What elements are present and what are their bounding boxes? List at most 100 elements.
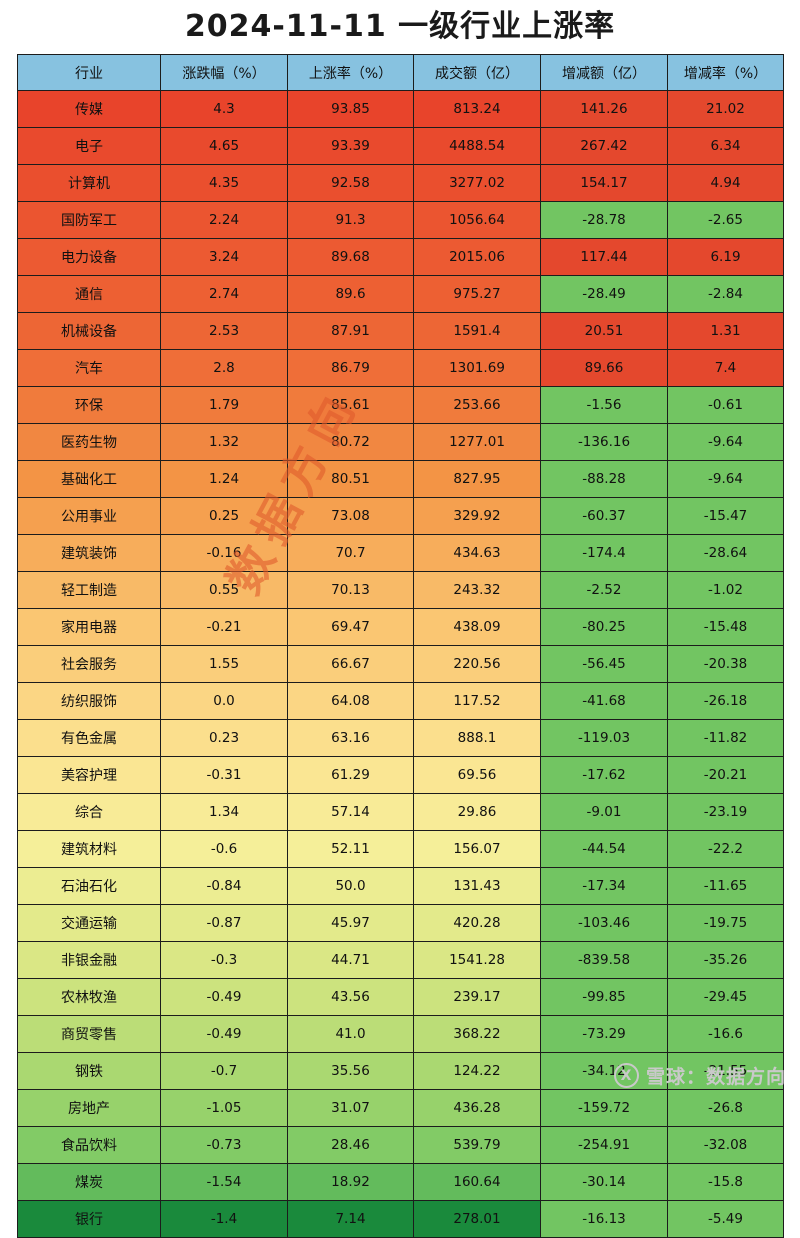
cell-rise-rate: 93.85	[287, 90, 414, 128]
cell-delta-amount: -16.13	[540, 1200, 668, 1238]
cell-rise-rate: 89.68	[287, 238, 414, 276]
cell-delta-rate: -20.21	[667, 756, 784, 794]
cell-change-pct: 2.53	[160, 312, 288, 350]
cell-delta-rate: -28.64	[667, 534, 784, 572]
cell-change-pct: -0.49	[160, 1015, 288, 1053]
cell-delta-rate: 1.31	[667, 312, 784, 350]
cell-rise-rate: 45.97	[287, 904, 414, 942]
cell-delta-amount: -9.01	[540, 793, 668, 831]
cell-industry: 综合	[17, 793, 161, 831]
table-row: 医药生物 1.32 80.72 1277.01 -136.16 -9.64	[17, 423, 784, 461]
cell-delta-rate: -15.48	[667, 608, 784, 646]
cell-industry: 公用事业	[17, 497, 161, 535]
column-header-industry: 行业	[17, 54, 161, 91]
cell-industry: 有色金属	[17, 719, 161, 757]
cell-delta-amount: -119.03	[540, 719, 668, 757]
industry-rise-rate-table: 行业 涨跌幅（%） 上涨率（%） 成交额（亿） 增减额（亿） 增减率（%） 传媒…	[17, 54, 784, 1238]
cell-industry: 环保	[17, 386, 161, 424]
table-row: 公用事业 0.25 73.08 329.92 -60.37 -15.47	[17, 497, 784, 535]
cell-change-pct: 4.35	[160, 164, 288, 202]
table-row: 有色金属 0.23 63.16 888.1 -119.03 -11.82	[17, 719, 784, 757]
cell-delta-rate: -20.38	[667, 645, 784, 683]
cell-turnover: 1056.64	[413, 201, 541, 239]
cell-rise-rate: 57.14	[287, 793, 414, 831]
cell-turnover: 156.07	[413, 830, 541, 868]
cell-turnover: 278.01	[413, 1200, 541, 1238]
cell-delta-amount: -159.72	[540, 1089, 668, 1127]
cell-turnover: 239.17	[413, 978, 541, 1016]
cell-industry: 电子	[17, 127, 161, 165]
cell-turnover: 220.56	[413, 645, 541, 683]
cell-delta-rate: -15.8	[667, 1163, 784, 1201]
column-header-turnover: 成交额（亿）	[413, 54, 541, 91]
cell-change-pct: -0.7	[160, 1052, 288, 1090]
cell-change-pct: -0.6	[160, 830, 288, 868]
cell-delta-rate: 21.02	[667, 90, 784, 128]
cell-rise-rate: 31.07	[287, 1089, 414, 1127]
cell-delta-amount: -41.68	[540, 682, 668, 720]
cell-industry: 煤炭	[17, 1163, 161, 1201]
cell-change-pct: 1.55	[160, 645, 288, 683]
cell-turnover: 1591.4	[413, 312, 541, 350]
table-row: 纺织服饰 0.0 64.08 117.52 -41.68 -26.18	[17, 682, 784, 720]
cell-rise-rate: 89.6	[287, 275, 414, 313]
column-header-change-pct: 涨跌幅（%）	[160, 54, 288, 91]
cell-turnover: 827.95	[413, 460, 541, 498]
cell-industry: 计算机	[17, 164, 161, 202]
cell-delta-rate: -32.08	[667, 1126, 784, 1164]
cell-delta-rate: -19.75	[667, 904, 784, 942]
table-row: 银行 -1.4 7.14 278.01 -16.13 -5.49	[17, 1200, 784, 1238]
cell-delta-rate: -16.6	[667, 1015, 784, 1053]
cell-turnover: 124.22	[413, 1052, 541, 1090]
cell-industry: 基础化工	[17, 460, 161, 498]
table-row: 美容护理 -0.31 61.29 69.56 -17.62 -20.21	[17, 756, 784, 794]
table-row: 国防军工 2.24 91.3 1056.64 -28.78 -2.65	[17, 201, 784, 239]
cell-industry: 钢铁	[17, 1052, 161, 1090]
cell-delta-amount: 141.26	[540, 90, 668, 128]
cell-change-pct: 0.0	[160, 682, 288, 720]
cell-delta-rate: -1.02	[667, 571, 784, 609]
cell-turnover: 438.09	[413, 608, 541, 646]
cell-delta-amount: -88.28	[540, 460, 668, 498]
cell-delta-amount: -56.45	[540, 645, 668, 683]
table-row: 钢铁 -0.7 35.56 124.22 -34.12 -21.55	[17, 1052, 784, 1090]
table-row: 汽车 2.8 86.79 1301.69 89.66 7.4	[17, 349, 784, 387]
cell-delta-amount: -174.4	[540, 534, 668, 572]
cell-turnover: 813.24	[413, 90, 541, 128]
cell-industry: 房地产	[17, 1089, 161, 1127]
cell-turnover: 29.86	[413, 793, 541, 831]
table-row: 基础化工 1.24 80.51 827.95 -88.28 -9.64	[17, 460, 784, 498]
cell-turnover: 975.27	[413, 275, 541, 313]
cell-change-pct: 4.65	[160, 127, 288, 165]
cell-rise-rate: 80.72	[287, 423, 414, 461]
cell-change-pct: 2.8	[160, 349, 288, 387]
cell-change-pct: 1.34	[160, 793, 288, 831]
cell-change-pct: -1.4	[160, 1200, 288, 1238]
cell-delta-amount: 267.42	[540, 127, 668, 165]
cell-change-pct: 4.3	[160, 90, 288, 128]
cell-delta-amount: -1.56	[540, 386, 668, 424]
cell-industry: 国防军工	[17, 201, 161, 239]
cell-rise-rate: 73.08	[287, 497, 414, 535]
cell-delta-amount: 89.66	[540, 349, 668, 387]
cell-turnover: 3277.02	[413, 164, 541, 202]
table-row: 电力设备 3.24 89.68 2015.06 117.44 6.19	[17, 238, 784, 276]
cell-delta-rate: -29.45	[667, 978, 784, 1016]
cell-change-pct: -0.31	[160, 756, 288, 794]
cell-rise-rate: 86.79	[287, 349, 414, 387]
cell-delta-rate: -9.64	[667, 423, 784, 461]
table-body: 传媒 4.3 93.85 813.24 141.26 21.02 电子 4.65 93.39 44…	[17, 90, 784, 1238]
table-row: 家用电器 -0.21 69.47 438.09 -80.25 -15.48	[17, 608, 784, 646]
cell-delta-amount: -28.49	[540, 275, 668, 313]
cell-delta-rate: 4.94	[667, 164, 784, 202]
table-row: 食品饮料 -0.73 28.46 539.79 -254.91 -32.08	[17, 1126, 784, 1164]
cell-industry: 石油石化	[17, 867, 161, 905]
table-row: 传媒 4.3 93.85 813.24 141.26 21.02	[17, 90, 784, 128]
table-row: 机械设备 2.53 87.91 1591.4 20.51 1.31	[17, 312, 784, 350]
cell-change-pct: -1.54	[160, 1163, 288, 1201]
cell-turnover: 4488.54	[413, 127, 541, 165]
cell-delta-rate: -22.2	[667, 830, 784, 868]
cell-industry: 电力设备	[17, 238, 161, 276]
table-row: 建筑材料 -0.6 52.11 156.07 -44.54 -22.2	[17, 830, 784, 868]
cell-change-pct: 1.24	[160, 460, 288, 498]
